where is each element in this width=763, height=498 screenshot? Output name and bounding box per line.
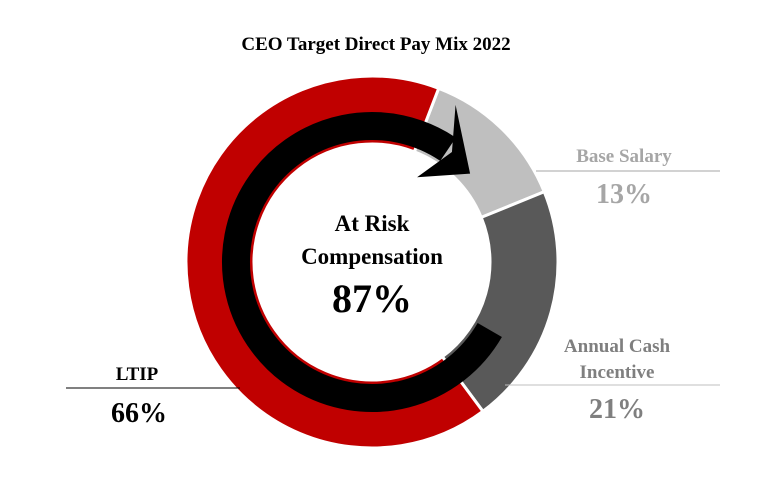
chart-title: CEO Target Direct Pay Mix 2022 <box>241 34 510 55</box>
base-salary-value: 13% <box>596 179 652 210</box>
ltip-label: LTIP <box>116 364 159 385</box>
base-salary-label: Base Salary <box>576 146 672 167</box>
annual-cash-value: 21% <box>589 394 645 425</box>
annual-cash-label-line2: Incentive <box>580 362 655 383</box>
center-value: 87% <box>332 276 412 321</box>
annual-cash-label-line1: Annual Cash <box>564 336 671 357</box>
at-risk-arrow-head <box>417 104 471 178</box>
center-label-line1: At Risk <box>335 211 410 236</box>
at-risk-arrow-arc <box>222 112 502 412</box>
at-risk-arrow <box>222 104 502 412</box>
ltip-value: 66% <box>111 398 167 429</box>
center-label-line2: Compensation <box>301 244 443 269</box>
